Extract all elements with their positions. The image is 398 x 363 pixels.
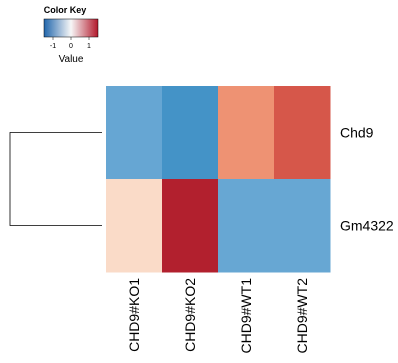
color-key-ticks: -1 0 1 <box>50 37 91 50</box>
color-key-title: Color Key <box>44 5 87 15</box>
dendrogram-branch <box>9 132 102 226</box>
heatmap-cell: Gm4322 / CHD9#KO2: 1.45 <box>162 179 219 273</box>
heatmap-cell: Gm4322 / CHD9#WT1: -0.85 <box>218 179 275 273</box>
heatmap-cell: Chd9 / CHD9#KO1: -0.9 <box>106 86 163 180</box>
color-key: Color Key -1 0 1 Value <box>43 5 99 65</box>
column-label: CHD9#KO2 <box>182 278 198 352</box>
color-key-tick-label: 0 <box>69 43 73 50</box>
heatmap-cell: Gm4322 / CHD9#KO1: 0.2 <box>106 179 163 273</box>
heatmap-cells: Chd9 / CHD9#KO1: -0.9Chd9 / CHD9#KO2: -1… <box>106 86 331 273</box>
heatmap-cell: Chd9 / CHD9#WT2: 0.9 <box>274 86 331 180</box>
row-label: Chd9 <box>340 125 374 141</box>
heatmap-cell: Chd9 / CHD9#KO2: -1.1 <box>162 86 219 180</box>
row-labels: Chd9 Gm4322 <box>340 125 394 234</box>
color-key-xlabel: Value <box>59 54 84 65</box>
color-key-tick-label: 1 <box>87 43 91 50</box>
heatmap-cell: Chd9 / CHD9#WT1: 0.65 <box>218 86 275 180</box>
column-label: CHD9#WT1 <box>238 278 254 354</box>
row-label: Gm4322 <box>340 218 394 234</box>
column-label: CHD9#WT2 <box>294 278 310 354</box>
row-dendrogram <box>9 132 102 226</box>
column-label: CHD9#KO1 <box>126 278 142 352</box>
heatmap-cell: Gm4322 / CHD9#WT2: -0.85 <box>274 179 331 273</box>
column-labels: CHD9#KO1 CHD9#KO2 CHD9#WT1 CHD9#WT2 <box>126 278 310 354</box>
color-key-tick-label: -1 <box>50 43 56 50</box>
color-key-gradient-bar <box>43 18 99 38</box>
